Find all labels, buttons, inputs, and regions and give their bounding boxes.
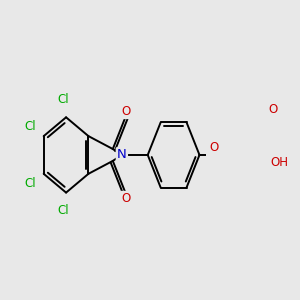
Text: O: O xyxy=(269,103,278,116)
Text: O: O xyxy=(210,140,219,154)
Text: Cl: Cl xyxy=(58,93,69,106)
Text: OH: OH xyxy=(270,156,288,169)
Text: O: O xyxy=(121,105,130,118)
Text: O: O xyxy=(121,192,130,205)
Text: Cl: Cl xyxy=(24,177,36,190)
Text: N: N xyxy=(117,148,127,161)
Text: Cl: Cl xyxy=(58,204,69,217)
Text: Cl: Cl xyxy=(24,120,36,133)
